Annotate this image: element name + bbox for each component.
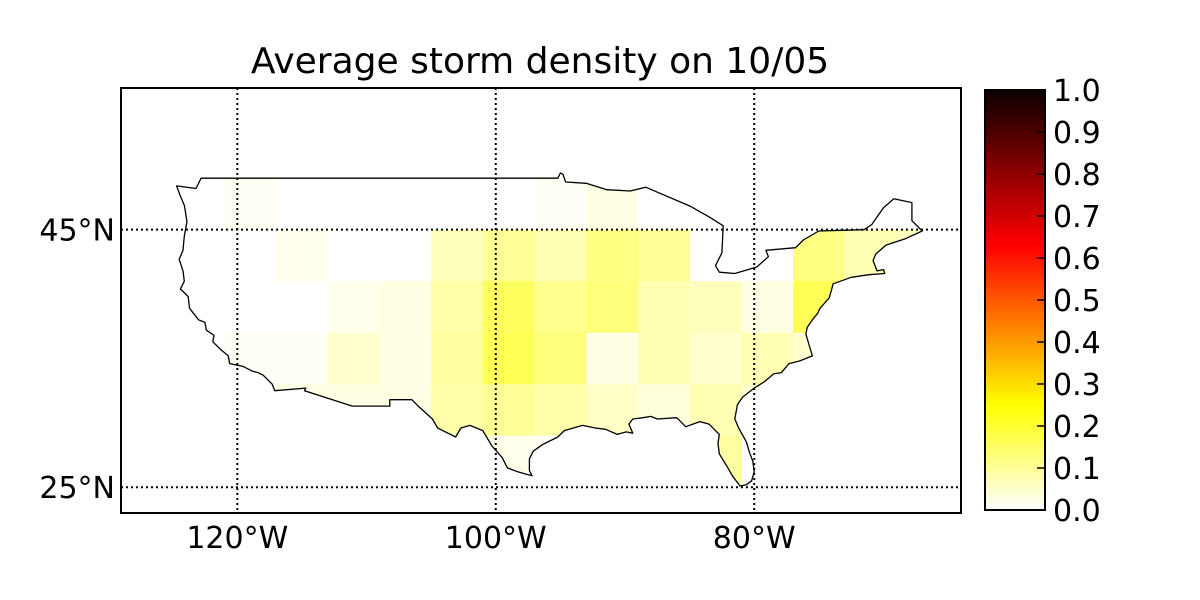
density-cell <box>534 332 587 385</box>
density-cell <box>586 229 639 282</box>
latitude-label: 45°N <box>39 214 115 249</box>
colorbar-tick-label: 0.2 <box>1053 410 1101 445</box>
density-cell <box>379 332 432 385</box>
density-cell <box>431 229 484 282</box>
colorbar-gradient <box>985 90 1045 510</box>
colorbar-ticks: 0.0 0.1 0.2 0.3 0.4 0.5 0.6 0.7 0.8 0.9 1.0 <box>1037 74 1101 529</box>
density-cell <box>482 229 536 282</box>
latitude-labels: 45°N 25°N <box>39 214 115 507</box>
density-cell <box>586 332 639 385</box>
colorbar-tick-label: 0.7 <box>1053 200 1101 235</box>
density-cell <box>276 229 329 282</box>
density-cell <box>431 281 484 334</box>
density-cell <box>276 281 329 334</box>
map-axes <box>120 87 962 514</box>
density-cell <box>482 332 536 385</box>
density-cell <box>379 229 432 282</box>
colorbar-tick-label: 0.3 <box>1053 368 1101 403</box>
density-cell <box>482 384 536 437</box>
colorbar-tick-label: 0.1 <box>1053 452 1101 487</box>
colorbar-tick-label: 0.9 <box>1053 116 1101 151</box>
density-cell <box>689 281 742 334</box>
longitude-label: 100°W <box>445 521 547 556</box>
density-cell <box>534 178 587 231</box>
density-cell <box>379 281 432 334</box>
density-cell <box>482 281 536 334</box>
colorbar: 0.0 0.1 0.2 0.3 0.4 0.5 0.6 0.7 0.8 0.9 1.0 <box>984 74 1101 529</box>
density-cell <box>586 281 639 334</box>
density-cell <box>637 332 691 385</box>
density-cell <box>637 229 691 282</box>
longitude-labels: 120°W 100°W 80°W <box>186 521 795 556</box>
map-frame <box>120 87 962 514</box>
density-cell <box>482 178 536 231</box>
colorbar-tick-label: 0.8 <box>1053 158 1101 193</box>
longitude-label: 80°W <box>713 521 796 556</box>
chart-title: Average storm density on 10/05 <box>251 41 829 82</box>
density-cell <box>327 178 381 231</box>
density-cell <box>637 281 691 334</box>
density-cell <box>741 281 794 334</box>
longitude-label: 120°W <box>186 521 288 556</box>
density-cell <box>276 332 329 385</box>
density-cell <box>327 332 381 385</box>
density-cell <box>327 229 381 282</box>
graticule <box>121 88 961 513</box>
density-cell <box>379 178 432 231</box>
density-cell <box>224 229 277 282</box>
colorbar-tick-label: 0.5 <box>1053 284 1101 319</box>
colorbar-tick-label: 0.4 <box>1053 326 1101 361</box>
density-cell <box>431 178 484 231</box>
colorbar-tick-label: 0.0 <box>1053 494 1101 529</box>
density-cell <box>276 178 329 231</box>
density-cell <box>224 178 277 231</box>
us-coastline-outline <box>175 172 923 487</box>
density-cell <box>224 281 277 334</box>
density-cell <box>327 281 381 334</box>
colorbar-tick-label: 0.6 <box>1053 242 1101 277</box>
colorbar-tick-label: 1.0 <box>1053 74 1101 109</box>
density-cell <box>534 281 587 334</box>
density-cell <box>689 332 742 385</box>
latitude-label: 25°N <box>39 471 115 506</box>
density-cell <box>534 229 587 282</box>
density-cell <box>431 332 484 385</box>
